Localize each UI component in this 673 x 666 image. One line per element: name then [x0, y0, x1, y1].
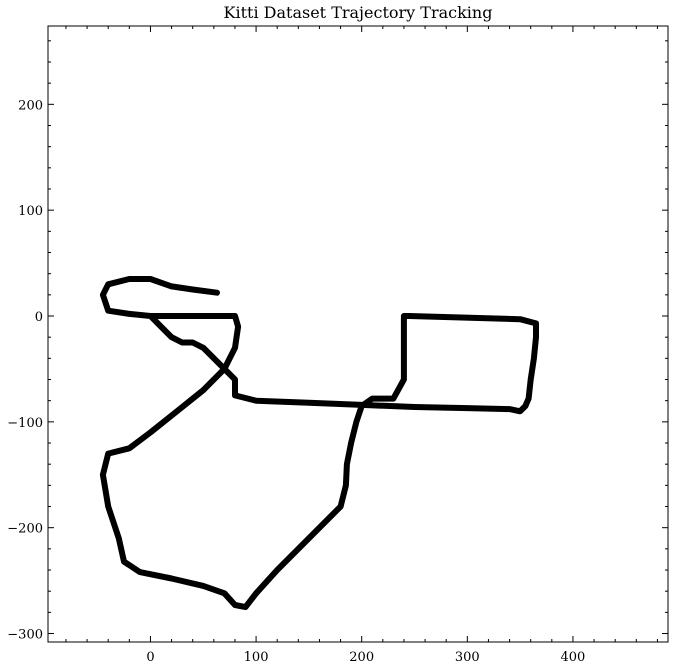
x-tick-label: 300: [455, 650, 480, 665]
x-tick-label: 0: [146, 650, 154, 665]
trajectory-line: [99, 276, 539, 611]
axis-ticks: [48, 26, 668, 642]
y-tick-label: −100: [7, 416, 43, 431]
plot-frame: [47, 25, 669, 643]
y-tick-label: 0: [35, 310, 43, 325]
axis-tick-labels: 0 100 200 300 400 −300 −200 −100 0 100 200: [7, 98, 585, 665]
x-tick-label: 200: [349, 650, 374, 665]
x-tick-label: 400: [561, 650, 586, 665]
y-tick-label: −200: [7, 522, 43, 537]
y-tick-label: 200: [18, 98, 43, 113]
y-tick-label: 100: [18, 204, 43, 219]
chart-title: Kitti Dataset Trajectory Tracking: [224, 3, 493, 22]
y-tick-label: −300: [7, 628, 43, 643]
plot-area: [99, 276, 539, 611]
x-tick-label: 100: [244, 650, 269, 665]
